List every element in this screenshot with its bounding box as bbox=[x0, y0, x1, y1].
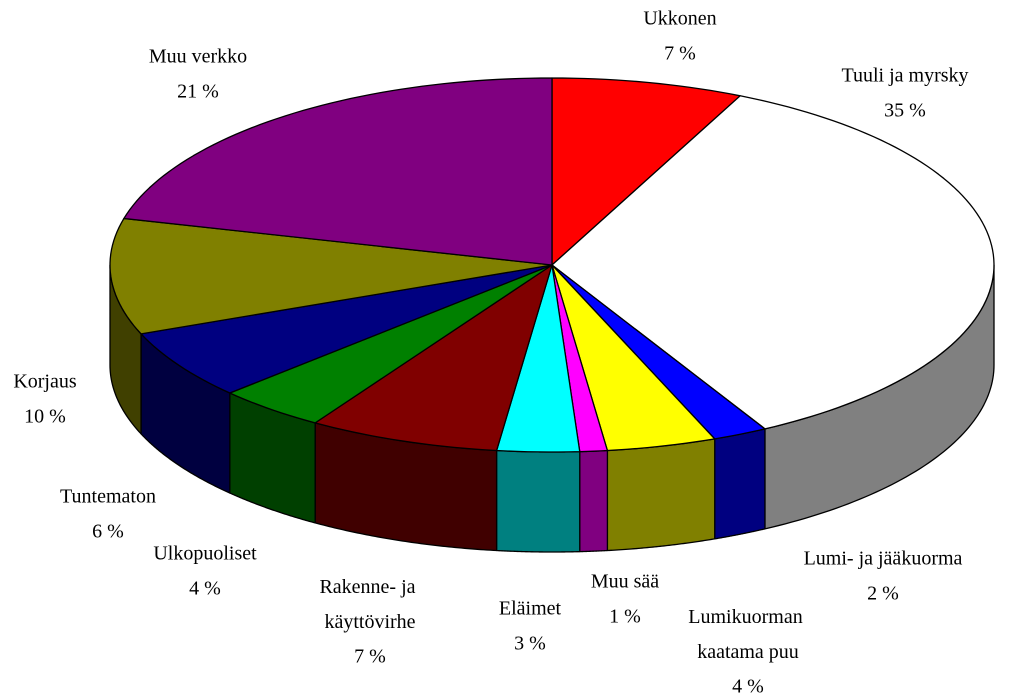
slice bbox=[229, 264, 553, 424]
slice-label: Muu sää bbox=[591, 571, 659, 593]
slice-label: Tuntematon bbox=[60, 486, 156, 508]
value-label: 7 % bbox=[354, 646, 386, 668]
value-label: 7 % bbox=[664, 43, 696, 65]
slice bbox=[123, 77, 553, 266]
slice bbox=[551, 95, 995, 430]
value-label: 21 % bbox=[177, 81, 219, 103]
slice bbox=[551, 264, 766, 440]
label-line: Rakenne- ja bbox=[319, 576, 420, 598]
value-label: 2 % bbox=[867, 583, 899, 605]
slice-side bbox=[714, 428, 766, 540]
slice bbox=[495, 264, 581, 453]
slice-label: Eläimet bbox=[499, 598, 562, 620]
value-label: 3 % bbox=[514, 633, 546, 655]
slice-label: Rakenne- ja käyttövirhe bbox=[319, 576, 420, 633]
slice-side bbox=[495, 449, 581, 553]
value-label: 35 % bbox=[884, 100, 926, 122]
slice-side bbox=[606, 438, 716, 552]
value-label: 10 % bbox=[24, 406, 66, 428]
slice bbox=[551, 77, 741, 266]
slice-label: Ukkonen bbox=[643, 8, 716, 30]
value-label: 4 % bbox=[732, 676, 764, 697]
slice-label: Muu verkko bbox=[149, 46, 247, 68]
slice bbox=[109, 217, 553, 335]
slice bbox=[551, 264, 716, 452]
label-line: Lumikuorman bbox=[688, 606, 807, 628]
slice-label: Ulkopuoliset bbox=[153, 543, 257, 565]
value-label: 1 % bbox=[609, 606, 641, 628]
slice-side bbox=[579, 449, 609, 553]
label-line: käyttövirhe bbox=[324, 611, 415, 633]
slice bbox=[314, 264, 553, 452]
slice-label: Korjaus bbox=[13, 371, 77, 393]
label-line: kaatama puu bbox=[697, 641, 799, 663]
slice-label: Tuuli ja myrsky bbox=[841, 65, 968, 87]
slice-label: Lumi- ja jääkuorma bbox=[804, 548, 963, 570]
value-label: 6 % bbox=[92, 521, 124, 543]
slice-label: Lumikuorman kaatama puu bbox=[688, 606, 807, 663]
slice bbox=[140, 264, 553, 394]
value-label: 4 % bbox=[189, 578, 221, 600]
